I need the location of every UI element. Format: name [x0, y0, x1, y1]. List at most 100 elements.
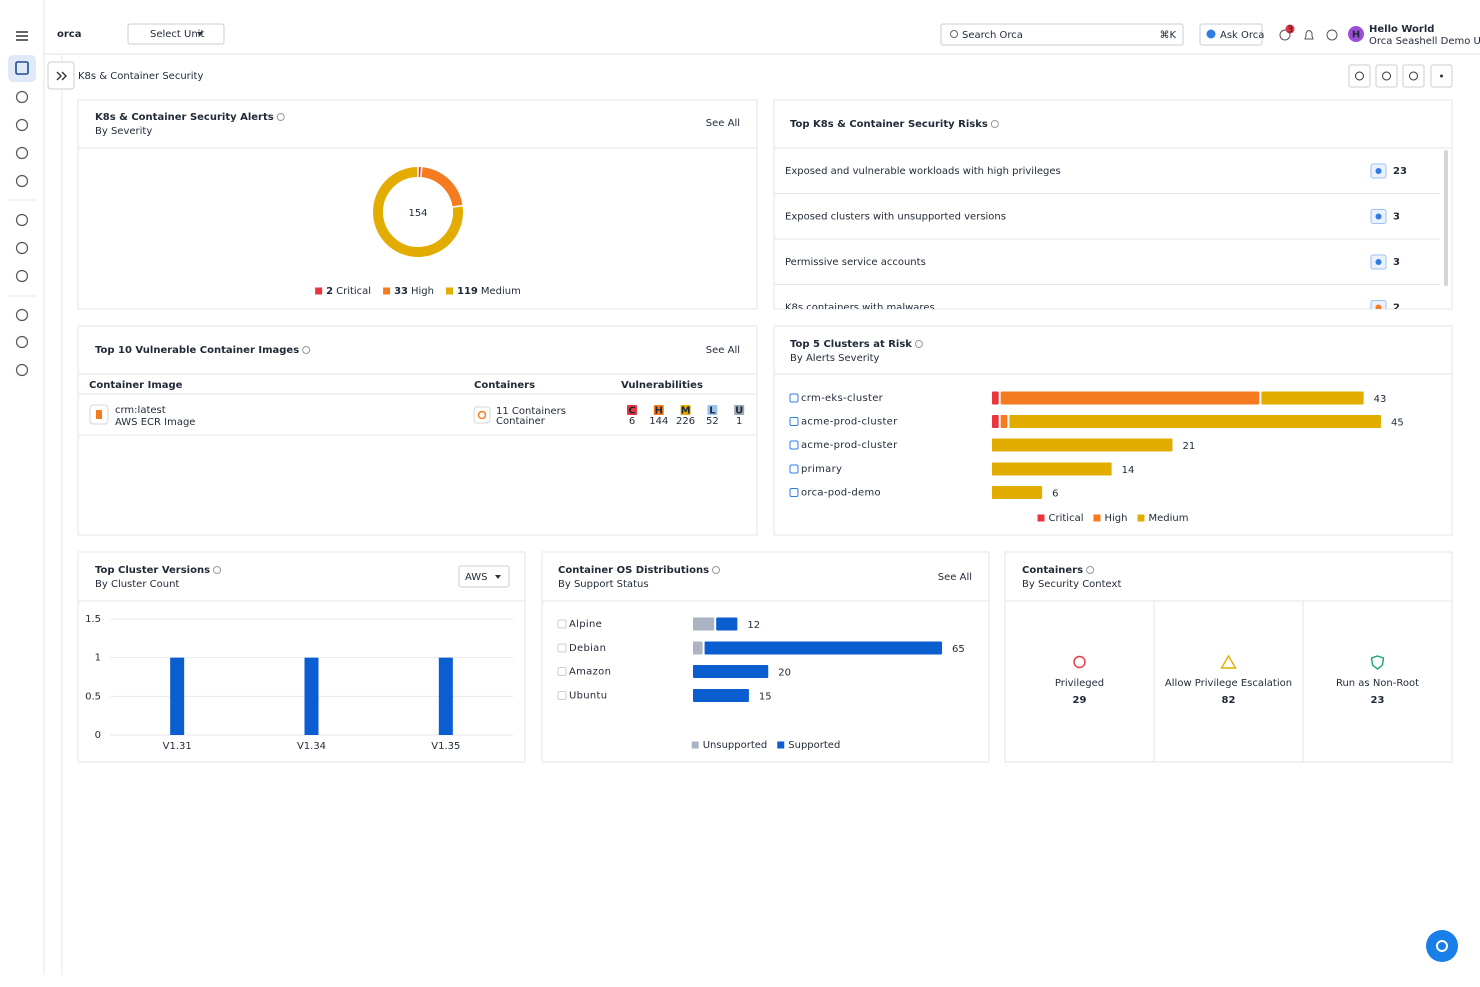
bar-segment [992, 462, 1112, 476]
x-tick-label: V1.34 [297, 741, 326, 752]
risk-label[interactable]: Permissive service accounts [785, 257, 926, 268]
legend-label: Critical [1049, 513, 1084, 524]
bar-segment [1009, 415, 1381, 428]
info-icon [276, 113, 285, 121]
nav-icon[interactable] [15, 363, 29, 377]
image-name[interactable]: crm:latest [115, 405, 166, 416]
legend-swatch [315, 287, 323, 295]
widget-title: Top K8s & Container Security Risks [790, 119, 988, 130]
x-tick-label: V1.31 [163, 741, 192, 752]
legend: Unsupported Supported [691, 740, 840, 751]
card-label: Privileged [1055, 678, 1104, 689]
category-label: Alpine [569, 619, 602, 630]
legend: Critical High Medium [1037, 513, 1188, 524]
risk-label[interactable]: Exposed clusters with unsupported versio… [785, 212, 1006, 223]
legend-swatch [1037, 514, 1045, 522]
unit-select[interactable] [127, 23, 225, 45]
search-icon [950, 30, 958, 38]
legend-swatch [383, 287, 391, 295]
widget-subtitle: By Security Context [1022, 579, 1121, 590]
legend-swatch [777, 741, 785, 749]
widget-title: Top Cluster Versions [95, 565, 210, 576]
see-all-link[interactable]: See All [938, 572, 972, 583]
risk-label[interactable]: K8s containers with malwares [785, 303, 935, 314]
legend-value: 33 [394, 286, 408, 297]
bar-segment [716, 617, 738, 631]
action-button[interactable] [1375, 64, 1398, 88]
nav-selected[interactable] [8, 55, 36, 82]
search-box[interactable] [940, 23, 1184, 46]
nav-icon[interactable] [15, 241, 29, 255]
risk-icon-dot [1375, 168, 1382, 174]
widget: K8s & Container Security Alerts By Severi… [77, 99, 758, 310]
nav-icon[interactable] [15, 213, 29, 227]
widget: Top K8s & Container Security Risks Expose… [773, 99, 1453, 314]
category-label: Ubuntu [569, 691, 607, 702]
chat-button[interactable] [1426, 930, 1458, 962]
ask-button[interactable] [1199, 23, 1263, 46]
bar-total-label: 15 [759, 692, 772, 703]
bar-total-label: 6 [1052, 489, 1058, 500]
severity-badge [680, 405, 691, 415]
bell-icon[interactable] [1304, 30, 1314, 40]
card-label: Run as Non-Root [1336, 678, 1419, 689]
nav-icon[interactable] [15, 335, 29, 349]
risk-count: 3 [1393, 257, 1400, 268]
sidebar [8, 0, 45, 975]
x-tick-label: V1.35 [431, 741, 460, 752]
action-button[interactable] [1402, 64, 1425, 88]
nav-icon[interactable] [15, 146, 29, 160]
row-icon [789, 393, 799, 403]
nav-icon[interactable] [15, 174, 29, 188]
bar-segment [693, 641, 703, 655]
row-icon [789, 440, 799, 450]
see-all-link[interactable]: See All [706, 118, 740, 129]
severity-letter: C [628, 406, 635, 417]
nav-icon[interactable] [15, 90, 29, 104]
avatar[interactable] [1348, 26, 1364, 42]
y-tick-label: 1 [95, 653, 101, 664]
action-button[interactable] [1348, 64, 1371, 88]
category-label: Debian [569, 643, 606, 654]
severity-badge [653, 405, 664, 415]
image-icon-glyph [96, 410, 102, 419]
severity-letter: H [655, 406, 663, 417]
y-tick-label: 0.5 [85, 691, 101, 702]
bar-segment [1000, 415, 1008, 428]
row-icon [789, 488, 799, 497]
nav-icon[interactable] [15, 308, 29, 322]
notification-badge [1285, 24, 1295, 34]
category-label: orca-pod-demo [801, 488, 881, 499]
severity-count: 144 [649, 416, 668, 427]
filter-select[interactable] [458, 565, 510, 588]
risk-label[interactable]: Exposed and vulnerable workloads with hi… [785, 166, 1061, 177]
bar-total-label: 20 [778, 668, 791, 679]
category-label: acme-prod-cluster [801, 417, 898, 428]
risk-list: Exposed and vulnerable workloads with hi… [774, 163, 1440, 314]
action-icon [1440, 74, 1443, 78]
nav-icon[interactable] [15, 118, 29, 132]
severity-letter: M [681, 406, 691, 417]
legend-swatch [445, 287, 453, 295]
action-icon [1409, 71, 1418, 81]
help-icon[interactable] [1326, 29, 1338, 41]
search-shortcut: ⌘K [1159, 30, 1176, 41]
row-icon [557, 643, 567, 653]
container-type: Container [496, 416, 546, 427]
severity-count: 226 [676, 416, 695, 427]
nav-icon[interactable] [15, 269, 29, 283]
widget-subtitle: By Cluster Count [95, 579, 179, 590]
severity-badge [707, 405, 718, 415]
see-all-link[interactable]: See All [706, 345, 740, 356]
widget-subtitle: By Severity [95, 126, 152, 137]
top-bar: orca Select Unit Search Orca ⌘K Ask Orca 3 H He… [44, 23, 1480, 55]
expand-icon [56, 71, 67, 81]
row-icon [557, 691, 567, 700]
severity-letter: L [709, 406, 716, 417]
widget-subtitle: By Support Status [558, 579, 649, 590]
announce-icon[interactable] [1279, 29, 1291, 41]
info-icon [302, 346, 311, 354]
legend-swatch [1093, 514, 1101, 522]
containers-count: 11 Containers [496, 406, 566, 417]
severity-badge [734, 405, 745, 415]
